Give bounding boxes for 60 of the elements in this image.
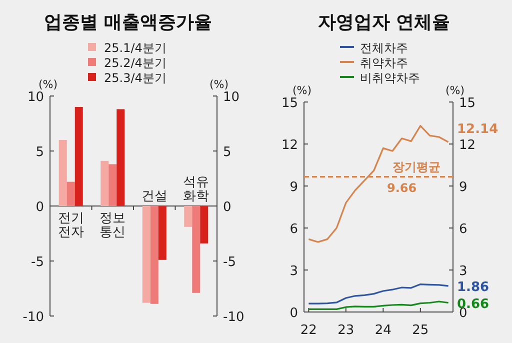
bar bbox=[108, 164, 117, 206]
bar bbox=[184, 206, 192, 227]
y2-tick-label: -5 bbox=[223, 255, 236, 270]
y2-tick-label: 15 bbox=[459, 96, 476, 111]
ref-line-label: 장기평균 bbox=[392, 160, 441, 174]
y2-tick-label: 3 bbox=[459, 264, 468, 279]
legend-label: 25.3/4분기 bbox=[104, 71, 166, 85]
data-label: 12.14 bbox=[457, 122, 498, 138]
bar bbox=[58, 140, 67, 206]
y2-tick-label: 0 bbox=[223, 200, 232, 215]
bar bbox=[116, 109, 125, 206]
y-axis-title: (%) bbox=[38, 78, 58, 91]
y-tick-label: -5 bbox=[31, 255, 44, 270]
y2-tick-label: 12 bbox=[459, 138, 476, 153]
x-tick-label: 23 bbox=[338, 323, 354, 338]
y-tick-label: 15 bbox=[281, 96, 298, 111]
y-axis-title: (%) bbox=[292, 84, 312, 97]
y-tick-label: 3 bbox=[290, 264, 298, 279]
x-tick-label: 25 bbox=[412, 323, 429, 338]
legend-label: 비취약차주 bbox=[360, 71, 420, 85]
legend-label: 전체차주 bbox=[360, 41, 408, 55]
y-tick-label: -10 bbox=[22, 310, 44, 325]
bar bbox=[66, 182, 75, 206]
y-tick-label: 12 bbox=[281, 138, 298, 153]
y2-tick-label: 10 bbox=[223, 90, 240, 105]
bar bbox=[192, 206, 200, 293]
line-series bbox=[308, 283, 450, 304]
line-series bbox=[308, 125, 450, 243]
y-tick-label: 5 bbox=[36, 145, 44, 160]
x-tick-label: 전기전자 bbox=[58, 211, 84, 240]
y-tick-label: 10 bbox=[27, 90, 44, 105]
y2-axis-title: (%) bbox=[209, 78, 229, 91]
chart-title: 업종별 매출액증가율 bbox=[44, 12, 212, 33]
x-tick-label: 정보통신 bbox=[100, 211, 126, 240]
bar bbox=[142, 206, 150, 303]
legend-label: 25.1/4분기 bbox=[104, 41, 166, 55]
x-tick-label: 22 bbox=[300, 323, 317, 338]
y-tick-label: 9 bbox=[290, 180, 298, 195]
x-tick-label: 석유화학 bbox=[183, 175, 210, 204]
y2-tick-label: 5 bbox=[223, 145, 232, 160]
legend-label: 취약차주 bbox=[360, 56, 408, 70]
data-label: 1.86 bbox=[457, 280, 490, 295]
y2-axis-title: (%) bbox=[445, 84, 465, 97]
x-tick-label: 건설 bbox=[141, 189, 168, 204]
line-series bbox=[308, 300, 450, 310]
y-tick-label: 0 bbox=[290, 306, 298, 321]
legend-label: 25.2/4분기 bbox=[104, 56, 166, 70]
chart-title: 자영업자 연체율 bbox=[318, 12, 450, 33]
y2-tick-label: 9 bbox=[459, 180, 468, 195]
y2-tick-label: 6 bbox=[459, 222, 468, 237]
y-tick-label: 6 bbox=[290, 222, 298, 237]
bar bbox=[200, 206, 208, 244]
bar bbox=[158, 206, 166, 260]
y2-tick-label: -10 bbox=[223, 310, 244, 325]
bar bbox=[74, 107, 83, 206]
bar bbox=[150, 206, 158, 304]
annotation: 9.66 bbox=[386, 180, 417, 195]
x-tick-label: 24 bbox=[374, 323, 392, 338]
y-tick-label: 0 bbox=[36, 200, 44, 215]
bar bbox=[100, 160, 109, 206]
